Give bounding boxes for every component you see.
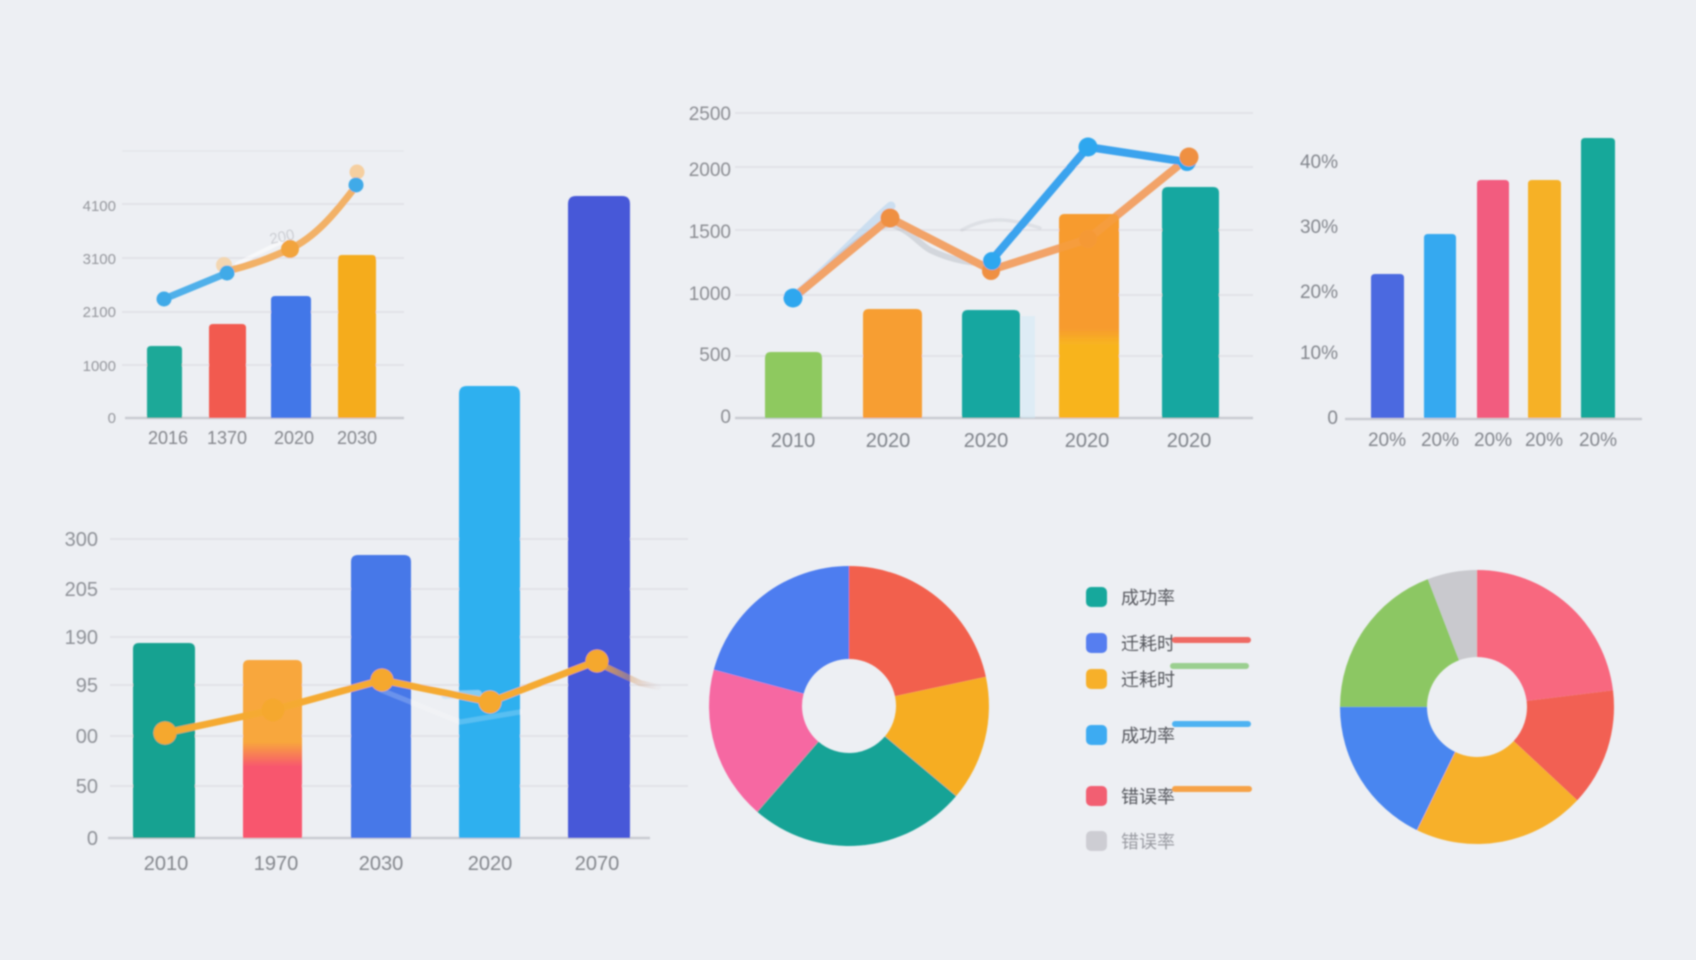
svg-text:1500: 1500 [689, 222, 731, 243]
svg-text:2030: 2030 [337, 428, 377, 448]
svg-text:错误率: 错误率 [1121, 787, 1175, 807]
svg-text:1370: 1370 [207, 428, 247, 448]
svg-text:迁耗时: 迁耗时 [1121, 634, 1175, 654]
svg-text:2020: 2020 [468, 853, 513, 875]
svg-text:20%: 20% [1300, 282, 1338, 303]
svg-text:成功率: 成功率 [1121, 588, 1175, 608]
svg-text:2020: 2020 [866, 430, 911, 452]
svg-text:1970: 1970 [254, 853, 299, 875]
svg-text:00: 00 [76, 726, 98, 748]
svg-text:20%: 20% [1421, 430, 1459, 451]
svg-text:0: 0 [720, 407, 731, 428]
svg-text:2070: 2070 [575, 853, 620, 875]
svg-text:20%: 20% [1474, 430, 1512, 451]
svg-text:2000: 2000 [689, 160, 731, 181]
svg-text:成功率: 成功率 [1121, 726, 1175, 746]
svg-text:300: 300 [65, 529, 98, 551]
svg-text:2030: 2030 [359, 853, 404, 875]
svg-text:1000: 1000 [689, 284, 731, 305]
svg-text:500: 500 [699, 345, 731, 366]
svg-text:95: 95 [76, 675, 98, 697]
svg-text:205: 205 [65, 579, 98, 601]
svg-text:50: 50 [76, 776, 98, 798]
svg-text:0: 0 [87, 828, 98, 850]
svg-text:错误率: 错误率 [1121, 832, 1175, 852]
svg-text:30%: 30% [1300, 217, 1338, 238]
svg-text:1000: 1000 [83, 358, 116, 375]
svg-text:2020: 2020 [1167, 430, 1212, 452]
svg-text:20%: 20% [1525, 430, 1563, 451]
svg-text:2020: 2020 [1065, 430, 1110, 452]
svg-text:4100: 4100 [83, 198, 116, 215]
svg-text:2020: 2020 [274, 428, 314, 448]
svg-text:40%: 40% [1300, 152, 1338, 173]
svg-text:迁耗时: 迁耗时 [1121, 670, 1175, 690]
svg-text:10%: 10% [1300, 343, 1338, 364]
svg-text:3100: 3100 [83, 251, 116, 268]
svg-text:2020: 2020 [964, 430, 1009, 452]
svg-text:190: 190 [65, 627, 98, 649]
svg-text:2010: 2010 [771, 430, 816, 452]
svg-text:2100: 2100 [83, 304, 116, 321]
svg-text:20%: 20% [1368, 430, 1406, 451]
svg-text:20%: 20% [1579, 430, 1617, 451]
svg-text:2016: 2016 [148, 428, 188, 448]
svg-text:0: 0 [108, 410, 116, 427]
svg-text:2500: 2500 [689, 104, 731, 125]
svg-text:0: 0 [1327, 408, 1338, 429]
svg-text:2010: 2010 [144, 853, 189, 875]
